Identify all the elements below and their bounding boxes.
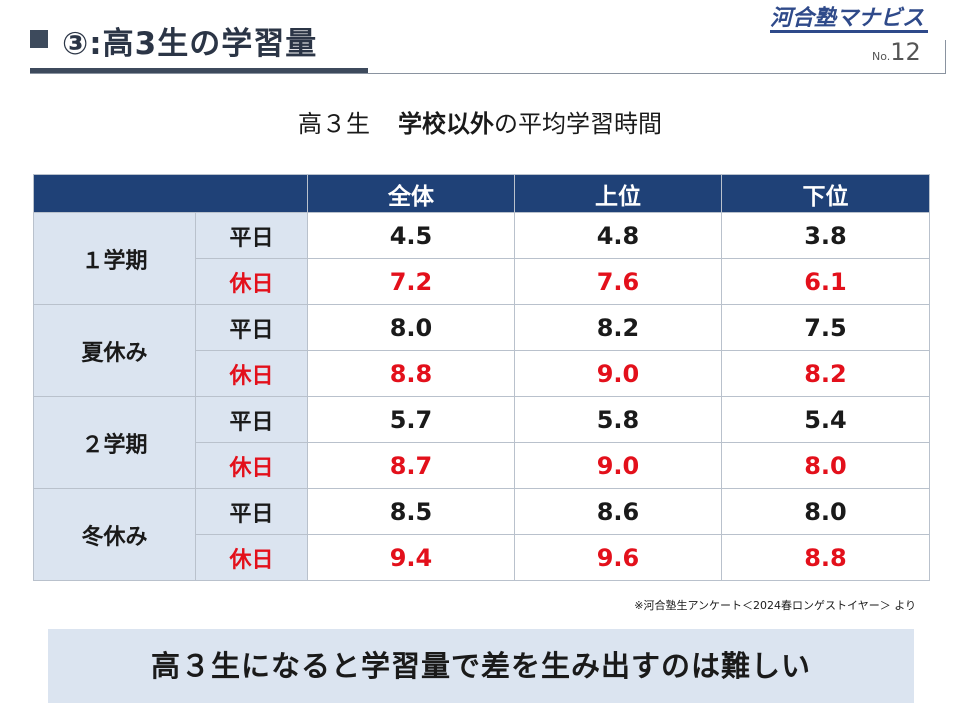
value-cell: 4.8: [514, 212, 722, 259]
table-header-row: 全体 上位 下位: [33, 174, 930, 213]
conclusion-banner: 高３生になると学習量で差を生み出すのは難しい: [48, 629, 914, 703]
table-row: １学期 平日 4.5 4.8 3.8: [33, 212, 930, 305]
page-title: ③:高3生の学習量: [62, 24, 317, 64]
holiday-label: 休日: [195, 258, 308, 305]
value-cell: 5.7: [307, 396, 515, 443]
weekday-label: 平日: [195, 212, 308, 259]
table-heading-emphasis: 学校以外: [398, 110, 494, 138]
weekday-label: 平日: [195, 396, 308, 443]
table-row: 休日 9.4 9.6 8.8: [34, 534, 930, 581]
value-cell: 8.5: [307, 488, 515, 535]
col-header-all: 全体: [307, 174, 515, 213]
source-note: ※河合塾生アンケート＜2024春ロンゲストイヤー＞ より: [634, 599, 916, 612]
value-cell: 5.8: [514, 396, 722, 443]
table-row: 休日 8.8 9.0 8.2: [34, 350, 930, 397]
col-header-bottom: 下位: [721, 174, 930, 213]
value-cell: 8.0: [721, 442, 930, 489]
period-label: 夏休み: [33, 304, 196, 397]
value-cell: 8.0: [307, 304, 515, 351]
value-cell: 7.2: [307, 258, 515, 305]
value-cell: 6.1: [721, 258, 930, 305]
table-row: 休日 7.2 7.6 6.1: [34, 258, 930, 305]
period-label: ２学期: [33, 396, 196, 489]
table-row: ２学期 平日 5.7 5.8 5.4: [33, 396, 930, 489]
value-cell: 9.0: [514, 350, 722, 397]
holiday-label: 休日: [195, 350, 308, 397]
weekday-label: 平日: [195, 304, 308, 351]
value-cell: 9.0: [514, 442, 722, 489]
value-cell: 9.6: [514, 534, 722, 581]
table-row: 冬休み 平日 8.5 8.6 8.0: [33, 488, 930, 581]
value-cell: 5.4: [721, 396, 930, 443]
value-cell: 4.5: [307, 212, 515, 259]
table-heading-grade: 高３生: [298, 110, 370, 138]
title-number: ③: [62, 26, 90, 62]
value-cell: 8.6: [514, 488, 722, 535]
value-cell: 9.4: [307, 534, 515, 581]
period-label: 冬休み: [33, 488, 196, 581]
page-number-prefix: No.: [872, 50, 891, 63]
table-row: 夏休み 平日 8.0 8.2 7.5: [33, 304, 930, 397]
holiday-label: 休日: [195, 534, 308, 581]
title-underline: [30, 68, 368, 73]
holiday-label: 休日: [195, 442, 308, 489]
header-square-icon: [30, 30, 48, 48]
table-heading-rest: の平均学習時間: [494, 110, 662, 138]
page-number-value: 12: [890, 38, 921, 66]
brand-logo: 河合塾マナビス: [770, 6, 925, 31]
value-cell: 8.2: [514, 304, 722, 351]
table-row: 休日 8.7 9.0 8.0: [34, 442, 930, 489]
value-cell: 8.0: [721, 488, 930, 535]
brand-logo-underline: [770, 30, 928, 33]
value-cell: 8.7: [307, 442, 515, 489]
value-cell: 7.6: [514, 258, 722, 305]
col-header-top: 上位: [514, 174, 722, 213]
header-rule: [30, 73, 946, 74]
value-cell: 3.8: [721, 212, 930, 259]
table-heading: 高３生 学校以外の平均学習時間: [0, 104, 960, 139]
value-cell: 8.2: [721, 350, 930, 397]
header-rule-edge: [945, 40, 946, 74]
title-text: :高3生の学習量: [89, 26, 318, 62]
value-cell: 7.5: [721, 304, 930, 351]
value-cell: 8.8: [307, 350, 515, 397]
header-blank-cell: [33, 174, 308, 213]
value-cell: 8.8: [721, 534, 930, 581]
page-number: No.12: [872, 38, 921, 68]
weekday-label: 平日: [195, 488, 308, 535]
study-time-table: 全体 上位 下位 １学期 平日 4.5 4.8 3.8 休日 7.2 7.6 6…: [33, 174, 930, 581]
period-label: １学期: [33, 212, 196, 305]
